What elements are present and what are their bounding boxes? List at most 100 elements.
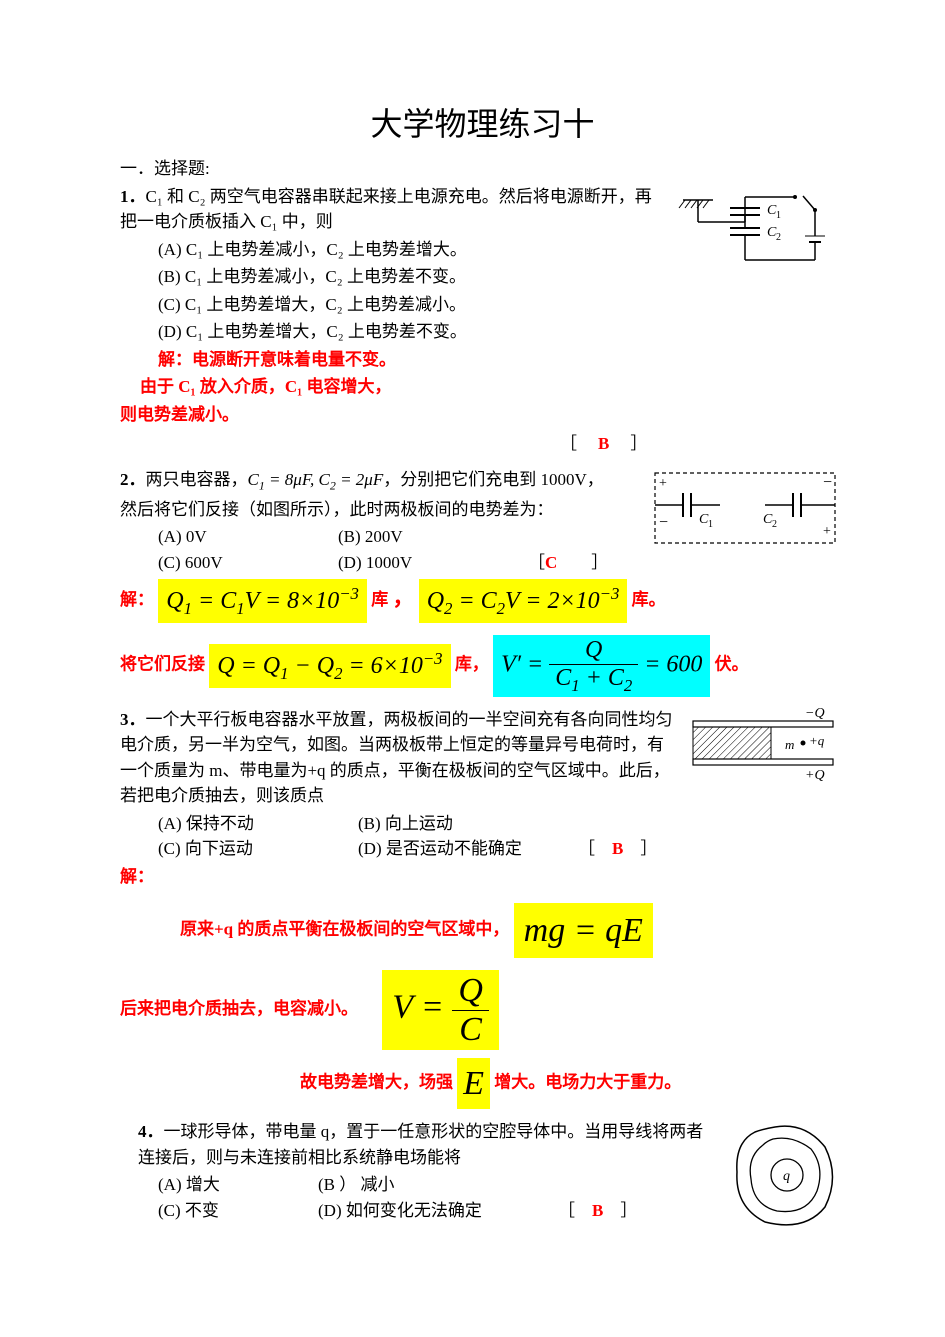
q3-text-col: 3．一个大平行板电容器水平放置，两极板间的一半空间充有各向同性均匀电介质，另一半… (120, 705, 675, 892)
q3-sol-label: 解： (120, 864, 675, 890)
q1-circuit-svg: C 1 C 2 (675, 182, 845, 292)
q1-option-a: (A) C₁ 上电势差减小，C₂ 上电势差增大。 (120, 237, 665, 263)
q4-option-d: (D) 如何变化无法确定 (318, 1198, 558, 1224)
page: 大学物理练习十 一．选择题: 1．C₁ 和 C₂ 两空气电容器串联起来接上电源充… (0, 0, 945, 1337)
q3-line3a: 故电势差增大，场强 (300, 1073, 453, 1092)
q1-fig-c1-sub: 1 (776, 210, 781, 221)
q3-fig-bot-label: +Q (805, 768, 825, 783)
q2-eq4: V′ = QC1 + C2 = 600 (493, 635, 710, 697)
q4-options-row2: (C) 不变 (D) 如何变化无法确定 ［ B ］ (120, 1198, 715, 1224)
q2-unit4: 伏。 (715, 655, 749, 674)
q1-answer: B (598, 434, 611, 453)
q1-answer-row: ［ B ］ (120, 431, 845, 457)
q2-unit3: 库， (455, 655, 489, 674)
q2-solution-line2: 将它们反接 Q = Q1 − Q2 = 6×10−3 库， V′ = QC1 +… (120, 635, 845, 697)
q1-number: 1． (120, 187, 146, 206)
q2-body-b: ，分别把它们充电到 1000V， (383, 470, 604, 489)
q3-option-c: (C) 向下运动 (158, 836, 358, 862)
q2-eq3: Q = Q1 − Q2 = 6×10−3 (209, 644, 450, 688)
q2-stem-line2: 然后将它们反接（如图所示），此时两极板间的电势差为： (120, 497, 635, 523)
question-1: 1．C₁ 和 C₂ 两空气电容器串联起来接上电源充电。然后将电源断开，再把一电介… (120, 182, 845, 430)
q4-option-a: (A) 增大 (158, 1172, 318, 1198)
section-heading: 一．选择题: (120, 156, 845, 182)
q2-line3a: 将它们反接 (120, 655, 205, 674)
q4-option-b: (B ） 减小 (318, 1172, 395, 1198)
q3-answer: B (612, 839, 623, 858)
q2-eq1: Q1 = C1V = 8×10−3 (158, 579, 367, 623)
q4-fig-q-label: q (783, 1169, 790, 1184)
q2-comma: ， (392, 585, 414, 610)
q2-body-a: 两只电容器， (146, 470, 248, 489)
q3-eq3: E (457, 1058, 490, 1109)
q4-options-row1: (A) 增大 (B ） 减小 (120, 1172, 715, 1198)
q3-line3b: 增大。电场力大于重力。 (494, 1073, 681, 1092)
q3-option-b: (B) 向上运动 (358, 811, 453, 837)
q2-answer-bracket: ［C ］ (528, 550, 608, 576)
q3-options-row2: (C) 向下运动 (D) 是否运动不能确定 ［ B ］ (120, 836, 675, 862)
q1-option-c: (C) C₁ 上电势差增大，C₂ 上电势差减小。 (120, 292, 665, 318)
q1-solution-line1: 解：电源断开意味着电量不变。 (120, 347, 665, 373)
q2-text-col: 2．两只电容器，C1 = 8μF, C2 = 2μF，分别把它们充电到 1000… (120, 465, 635, 576)
q1-figure: C 1 C 2 (675, 182, 845, 300)
q3-line1a: 原来+q 的质点平衡在极板间的空气区域中， (180, 920, 509, 939)
q2-options-row2: (C) 600V (D) 1000V ［C ］ (120, 550, 635, 576)
q2-fig-c2-minus: − (823, 474, 832, 491)
page-title: 大学物理练习十 (120, 100, 845, 148)
q3-eq2: V = QC (382, 970, 499, 1050)
q1-answer-bracket: ［ B ］ (560, 431, 649, 457)
q1-stem: 1．C₁ 和 C₂ 两空气电容器串联起来接上电源充电。然后将电源断开，再把一电介… (120, 184, 665, 235)
q2-number: 2． (120, 470, 146, 489)
q2-unit1: 库 (371, 590, 388, 609)
q3-figure: −Q +Q m +q (685, 705, 845, 803)
q1-fig-c2-sub: 2 (776, 232, 781, 243)
q1-solution-line2: 由于 C₁ 放入介质，C₁ 电容增大， (120, 374, 665, 400)
q3-capacitor-svg: −Q +Q m +q (685, 705, 845, 795)
q2-figure: C 1 + − C 2 − + (645, 465, 845, 563)
q3-stem: 3．一个大平行板电容器水平放置，两极板间的一半空间充有各向同性均匀电介质，另一半… (120, 707, 675, 809)
q4-answer-bracket: ［ B ］ (558, 1198, 637, 1224)
q3-fig-m-label: m (785, 737, 794, 752)
q2-fig-c1-plus: + (659, 476, 667, 491)
q2-fig-c2-sub: 2 (772, 519, 777, 530)
q1-option-d: (D) C₁ 上电势差增大，C₂ 上电势差不变。 (120, 319, 665, 345)
q2-option-d: (D) 1000V (338, 550, 528, 576)
q3-body: 一个大平行板电容器水平放置，两极板间的一半空间充有各向同性均匀电介质，另一半为空… (120, 710, 673, 806)
q1-body: C₁ 和 C₂ 两空气电容器串联起来接上电源充电。然后将电源断开，再把一电介质板… (120, 187, 652, 232)
q3-fig-top-label: −Q (805, 706, 825, 721)
q3-option-a: (A) 保持不动 (158, 811, 358, 837)
q4-number: 4． (138, 1122, 164, 1141)
q3-fig-q-label: +q (809, 733, 825, 748)
q4-option-c: (C) 不变 (158, 1198, 318, 1224)
q1-text-col: 1．C₁ 和 C₂ 两空气电容器串联起来接上电源充电。然后将电源断开，再把一电介… (120, 182, 665, 430)
q2-unit2: 库。 (632, 590, 666, 609)
q2-option-b: (B) 200V (338, 524, 403, 550)
q2-circuit-svg: C 1 + − C 2 − + (645, 465, 845, 555)
q2-fig-c2-plus: + (823, 524, 831, 539)
q2-inline-eq: C1 = 8μF, C2 = 2μF (248, 470, 384, 489)
q3-options-row1: (A) 保持不动 (B) 向上运动 (120, 811, 675, 837)
q1-solution-line3: 则电势差减小。 (120, 402, 665, 428)
q2-sol-prefix: 解： (120, 590, 154, 609)
q4-body: 一球形导体，带电量 q，置于一任意形状的空腔导体中。当用导线将两者连接后，则与未… (138, 1122, 703, 1167)
question-3: 3．一个大平行板电容器水平放置，两极板间的一半空间充有各向同性均匀电介质，另一半… (120, 705, 845, 892)
q3-line2a: 后来把电介质抽去，电容减小。 (120, 999, 358, 1018)
q4-text-col: 4．一球形导体，带电量 q，置于一任意形状的空腔导体中。当用导线将两者连接后，则… (120, 1117, 715, 1223)
q4-stem: 4．一球形导体，带电量 q，置于一任意形状的空腔导体中。当用导线将两者连接后，则… (120, 1119, 715, 1170)
question-2: 2．两只电容器，C1 = 8μF, C2 = 2μF，分别把它们充电到 1000… (120, 465, 845, 576)
q3-solution-line2: 后来把电介质抽去，电容减小。 V = QC (120, 970, 845, 1050)
q2-options-row1: (A) 0V (B) 200V (120, 524, 635, 550)
question-4: 4．一球形导体，带电量 q，置于一任意形状的空腔导体中。当用导线将两者连接后，则… (120, 1117, 845, 1245)
q2-fig-c1-minus: − (659, 514, 668, 531)
q4-figure: q (725, 1117, 845, 1245)
q3-number: 3． (120, 710, 146, 729)
q3-option-d: (D) 是否运动不能确定 (358, 836, 578, 862)
q2-eq2: Q2 = C2V = 2×10−3 (419, 579, 628, 623)
q2-answer: C (545, 553, 557, 572)
q3-solution-line3: 故电势差增大，场强 E 增大。电场力大于重力。 (120, 1058, 845, 1109)
q1-option-b: (B) C₁ 上电势差减小，C₂ 上电势差不变。 (120, 264, 665, 290)
q2-solution-line1: 解： Q1 = C1V = 8×10−3 库 ， Q2 = C2V = 2×10… (120, 579, 845, 623)
q2-fig-c1-sub: 1 (708, 519, 713, 530)
q3-eq1: mg = qE (514, 903, 653, 958)
q4-answer: B (592, 1201, 603, 1220)
q2-option-a: (A) 0V (158, 524, 338, 550)
